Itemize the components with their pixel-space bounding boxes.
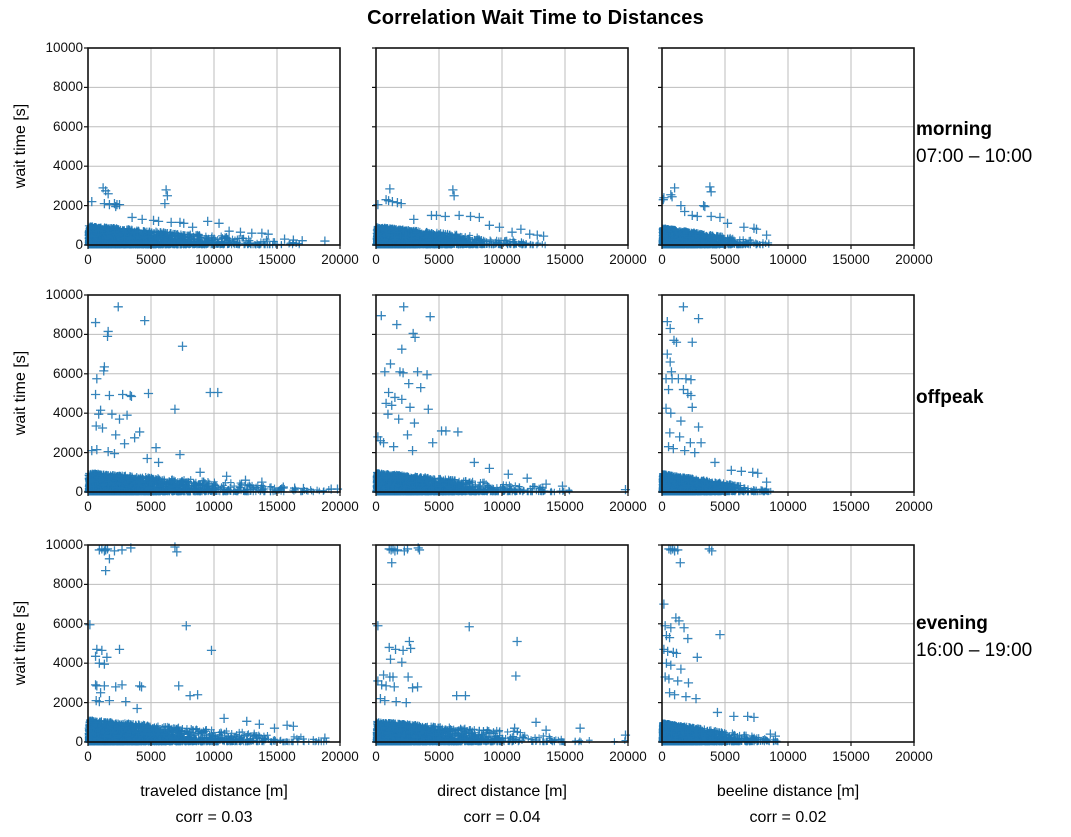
column-label-block-traveled: traveled distance [m] corr = 0.03	[64, 779, 364, 831]
corr-label-traveled: corr = 0.03	[175, 809, 253, 826]
y-tick-label: 2000	[52, 444, 83, 460]
x-tick-label: 5000	[423, 252, 455, 267]
y-tick-label: 8000	[52, 326, 83, 342]
x-tick-label: 20000	[609, 499, 647, 514]
row-sublabel-evening: 16:00 – 19:00	[916, 640, 1033, 661]
x-tick-label: 15000	[546, 252, 584, 267]
x-tick-label: 10000	[195, 499, 233, 514]
x-tick-label: 15000	[832, 252, 870, 267]
y-tick-label: 10000	[45, 287, 83, 302]
scatter-panel-offpeak-traveled	[78, 285, 350, 502]
x-axis-label-beeline: beeline distance [m]	[716, 783, 860, 800]
y-tick-label: 4000	[52, 655, 83, 671]
scatter-panel-evening-traveled	[78, 535, 350, 752]
scatter-panel-offpeak-beeline	[652, 285, 924, 502]
x-tick-label: 0	[372, 252, 380, 267]
y-tick-label: 10000	[45, 40, 83, 55]
x-tick-label: 5000	[423, 749, 455, 764]
scatter-panel-evening-beeline	[652, 535, 924, 752]
column-label-block-direct: direct distance [m] corr = 0.04	[352, 779, 652, 831]
x-tick-label: 5000	[135, 749, 167, 764]
x-tick-label: 20000	[609, 749, 647, 764]
x-tick-label: 15000	[546, 749, 584, 764]
scatter-panel-offpeak-direct	[366, 285, 638, 502]
y-tick-label: 4000	[52, 158, 83, 174]
x-tick-label: 10000	[769, 252, 807, 267]
row-label-offpeak: offpeak	[916, 387, 984, 408]
x-tick-label: 0	[372, 749, 380, 764]
scatter-panel-morning-direct	[366, 38, 638, 255]
x-tick-label: 20000	[321, 749, 359, 764]
y-tick-label: 6000	[52, 365, 83, 381]
x-tick-label: 0	[84, 252, 92, 267]
y-tick-label: 6000	[52, 118, 83, 134]
row-label-evening: evening	[916, 613, 988, 634]
scatter-panel-evening-direct	[366, 535, 638, 752]
x-tick-label: 20000	[321, 252, 359, 267]
x-tick-label: 5000	[709, 499, 741, 514]
row-label-block-morning: morning 07:00 – 10:00	[916, 116, 1066, 170]
corr-label-direct: corr = 0.04	[463, 809, 541, 826]
x-tick-label: 15000	[546, 499, 584, 514]
x-tick-label: 0	[84, 749, 92, 764]
x-tick-label: 15000	[832, 749, 870, 764]
y-tick-label: 0	[75, 237, 83, 252]
x-tick-label: 15000	[258, 252, 296, 267]
row-label-block-evening: evening 16:00 – 19:00	[916, 610, 1066, 664]
x-tick-label: 5000	[423, 499, 455, 514]
y-tick-label: 0	[75, 484, 83, 499]
x-tick-label: 20000	[609, 252, 647, 267]
x-tick-label: 10000	[769, 749, 807, 764]
y-tick-label: 0	[75, 734, 83, 749]
row-label-morning: morning	[916, 119, 992, 140]
row-sublabel-morning: 07:00 – 10:00	[916, 146, 1033, 167]
x-tick-label: 20000	[895, 252, 933, 267]
x-tick-label: 5000	[709, 749, 741, 764]
x-tick-label: 15000	[258, 749, 296, 764]
y-tick-label: 8000	[52, 576, 83, 592]
x-tick-label: 10000	[195, 252, 233, 267]
y-axis-label: wait time [s]	[12, 350, 29, 436]
x-tick-label: 0	[658, 252, 666, 267]
x-tick-label: 0	[372, 499, 380, 514]
scatter-panel-morning-traveled	[78, 38, 350, 255]
x-tick-label: 0	[658, 749, 666, 764]
y-tick-label: 2000	[52, 197, 83, 213]
x-tick-label: 15000	[258, 499, 296, 514]
x-tick-label: 10000	[483, 499, 521, 514]
y-tick-label: 6000	[52, 615, 83, 631]
row-label-block-offpeak: offpeak	[916, 384, 1066, 411]
scatter-panel-morning-beeline	[652, 38, 924, 255]
x-tick-label: 20000	[895, 749, 933, 764]
y-tick-label: 8000	[52, 79, 83, 95]
x-tick-label: 5000	[135, 499, 167, 514]
x-tick-label: 15000	[832, 499, 870, 514]
x-tick-label: 20000	[321, 499, 359, 514]
x-tick-label: 10000	[195, 749, 233, 764]
x-axis-label-traveled: traveled distance [m]	[140, 783, 288, 800]
x-tick-label: 0	[658, 499, 666, 514]
y-tick-label: 4000	[52, 405, 83, 421]
y-tick-label: 10000	[45, 537, 83, 552]
chart-title: Correlation Wait Time to Distances	[367, 7, 704, 29]
y-axis-label: wait time [s]	[12, 600, 29, 686]
x-axis-label-direct: direct distance [m]	[437, 783, 567, 800]
x-tick-label: 10000	[483, 252, 521, 267]
y-tick-label: 2000	[52, 694, 83, 710]
x-tick-label: 10000	[483, 749, 521, 764]
x-tick-label: 5000	[135, 252, 167, 267]
x-tick-label: 10000	[769, 499, 807, 514]
column-label-block-beeline: beeline distance [m] corr = 0.02	[638, 779, 938, 831]
x-tick-label: 0	[84, 499, 92, 514]
x-tick-label: 5000	[709, 252, 741, 267]
corr-label-beeline: corr = 0.02	[749, 809, 827, 826]
y-axis-label: wait time [s]	[12, 103, 29, 189]
x-tick-label: 20000	[895, 499, 933, 514]
